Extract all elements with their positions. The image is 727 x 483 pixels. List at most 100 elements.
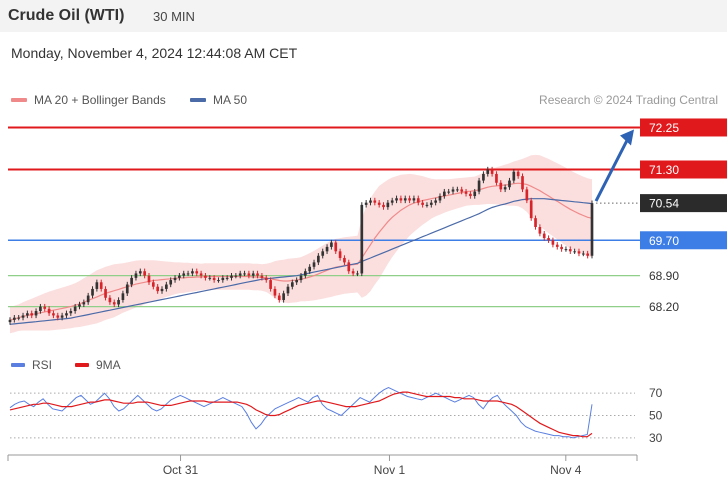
candle [447, 188, 451, 195]
candle [347, 259, 351, 274]
candle [586, 250, 589, 259]
bollinger-band [10, 154, 592, 334]
candle [390, 197, 394, 206]
candle [125, 281, 129, 296]
candle [568, 246, 572, 254]
candle [516, 169, 520, 179]
candle [138, 268, 142, 277]
candle [269, 277, 272, 292]
rsi-ma-line [9, 391, 593, 438]
arrow-layer [594, 129, 634, 202]
candle [486, 166, 490, 177]
candle [529, 197, 533, 221]
bollinger-band-layer [10, 154, 592, 334]
candle [273, 286, 277, 299]
x-tick-label-1: Nov 1 [374, 463, 406, 477]
candle [160, 286, 164, 294]
candle [13, 315, 16, 323]
candle [212, 275, 216, 283]
candle [473, 188, 477, 199]
candle [82, 299, 86, 308]
candle [86, 292, 90, 305]
rsi-swatch [11, 363, 25, 367]
candle [26, 310, 29, 319]
candle [204, 273, 207, 281]
candle [299, 273, 303, 283]
rsi-line [9, 387, 593, 439]
level-label-bg-70-54 [640, 194, 727, 213]
candle [47, 306, 51, 316]
candle [330, 239, 333, 250]
legend-rsi-label: RSI [32, 358, 53, 372]
projection-arrow-shaft [594, 137, 630, 202]
candle [364, 200, 368, 208]
candle [464, 188, 468, 197]
candle [573, 248, 576, 254]
candle [282, 290, 285, 303]
legend-ma20: MA 20 + Bollinger Bands [11, 93, 166, 107]
level-label-68-90: 68.90 [649, 269, 679, 283]
candle [91, 286, 94, 299]
candle [425, 202, 429, 208]
candle [555, 242, 559, 250]
candle [408, 195, 411, 204]
candle [456, 186, 459, 193]
candle [547, 235, 550, 243]
candle [56, 312, 60, 321]
level-label-68-20: 68.20 [649, 300, 679, 314]
candle [338, 248, 342, 261]
candle [521, 173, 524, 193]
candle [434, 197, 437, 206]
candle [8, 317, 12, 325]
candle [143, 268, 146, 279]
timeframe-label[interactable]: 30 MIN [153, 9, 195, 24]
candle [243, 270, 246, 277]
candle [386, 200, 390, 210]
candle [399, 195, 403, 204]
candle [112, 299, 116, 308]
candle [69, 308, 73, 316]
candle [134, 270, 138, 281]
candle [191, 268, 194, 277]
legend-rsi: RSI [11, 358, 52, 372]
candle [395, 195, 398, 204]
candle [304, 268, 307, 279]
candle [334, 239, 338, 254]
candle [117, 297, 120, 308]
candle [534, 215, 537, 230]
candle [156, 284, 160, 294]
rsi-tick-30: 30 [649, 431, 663, 445]
candle [499, 180, 503, 193]
candle [199, 270, 203, 279]
legend-rsi-ma-label: 9MA [96, 358, 121, 372]
candle [421, 200, 424, 208]
candle [264, 275, 268, 283]
level-labels-layer: 72.25 71.30 70.54 69.70 68.90 68.20 [640, 118, 727, 314]
timestamp: Monday, November 4, 2024 12:44:08 AM CET [11, 45, 298, 61]
levels-layer [8, 126, 640, 308]
ma50-swatch [190, 98, 206, 102]
candle [551, 237, 555, 248]
projection-arrow-head [620, 129, 634, 146]
candle [230, 273, 233, 281]
candle [373, 197, 377, 206]
candle [577, 248, 581, 257]
candle [317, 253, 320, 266]
legend-ma20-label: MA 20 + Bollinger Bands [34, 93, 166, 107]
candle [325, 244, 329, 254]
candle [165, 281, 168, 292]
candle [256, 270, 259, 279]
level-label-bg-71-30 [640, 160, 727, 179]
candle [17, 315, 21, 321]
candle [108, 295, 112, 305]
candle [438, 193, 442, 204]
candle [208, 275, 212, 281]
candle [351, 268, 355, 277]
candle [356, 270, 359, 277]
credit-text: Research © 2024 Trading Central [539, 93, 718, 107]
candle [30, 310, 34, 319]
candle [512, 169, 516, 184]
candle [503, 184, 507, 193]
candle [369, 197, 372, 206]
